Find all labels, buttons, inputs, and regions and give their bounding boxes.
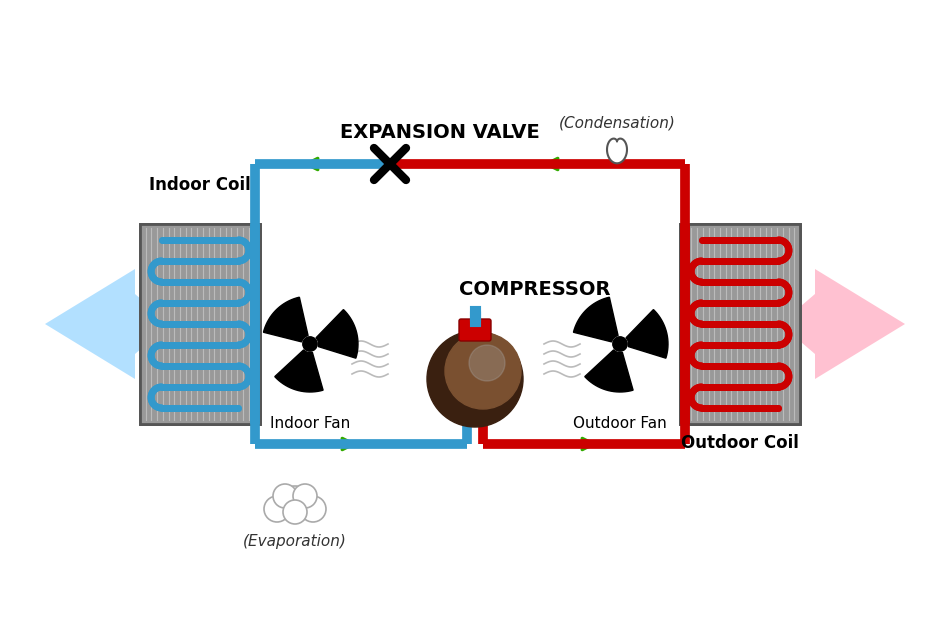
FancyBboxPatch shape (140, 224, 260, 424)
Text: Outdoor Coil: Outdoor Coil (681, 434, 799, 452)
Polygon shape (263, 297, 308, 342)
FancyBboxPatch shape (140, 224, 260, 424)
FancyBboxPatch shape (680, 224, 800, 424)
Circle shape (277, 486, 313, 522)
Circle shape (264, 496, 290, 522)
Circle shape (303, 337, 317, 351)
FancyBboxPatch shape (680, 224, 800, 424)
Text: (Condensation): (Condensation) (559, 116, 675, 131)
Polygon shape (45, 269, 170, 379)
Text: COMPRESSOR: COMPRESSOR (459, 280, 611, 299)
Text: (Evaporation): (Evaporation) (243, 534, 347, 549)
Polygon shape (275, 350, 323, 392)
Text: Indoor Fan: Indoor Fan (270, 416, 351, 431)
Circle shape (613, 337, 627, 351)
Circle shape (300, 496, 326, 522)
Polygon shape (780, 269, 905, 379)
Text: Outdoor Fan: Outdoor Fan (573, 416, 667, 431)
Polygon shape (626, 309, 668, 358)
Polygon shape (574, 297, 618, 342)
Polygon shape (316, 309, 358, 358)
Text: Indoor Coil: Indoor Coil (149, 176, 251, 194)
Circle shape (273, 484, 297, 508)
Text: EXPANSION VALVE: EXPANSION VALVE (340, 123, 540, 142)
Polygon shape (585, 350, 633, 392)
Circle shape (469, 345, 505, 381)
Circle shape (427, 331, 523, 427)
FancyBboxPatch shape (459, 319, 491, 341)
Polygon shape (607, 139, 627, 164)
Circle shape (445, 333, 521, 409)
Circle shape (293, 484, 317, 508)
Circle shape (283, 500, 307, 524)
